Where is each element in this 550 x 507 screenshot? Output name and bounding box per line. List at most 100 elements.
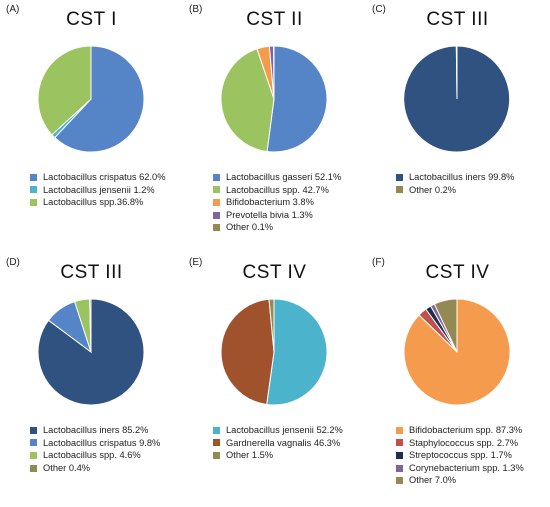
legend-swatch [213,198,220,206]
legend-label: Lactobacillus jensenii 1.2% [43,184,155,195]
legend-swatch [213,451,220,459]
legend-swatch [396,426,403,434]
pie-chart [220,298,328,406]
legend-label: Bifidobacterium spp. 87.3% [409,425,523,435]
legend-swatch [30,451,37,459]
pie-chart [220,45,328,153]
pie-slice-4 [89,298,92,353]
legend-label: Lactobacillus jensenii 52.2% [226,425,343,435]
legend-entry: Gardnerella vagnalis 46.3% [213,437,343,450]
legend-entry: Lactobacillus spp. 42.7% [213,184,341,197]
legend-entry: Other 0.1% [213,221,341,234]
legend: Lactobacillus crispatus 62.0% Lactobacill… [30,171,165,209]
legend-entry: Lactobacillus jensenii 1.2% [30,184,165,197]
legend-swatch [30,198,37,206]
legend-label: Lactobacillus spp.36.8% [43,197,144,208]
pie-slice-1 [54,45,145,153]
legend-label: Lactobacillus crispatus 9.8% [43,437,161,448]
pie-slice-3 [37,45,92,136]
pie-slice-1 [266,45,328,153]
legend-entry: Bifidobacterium 3.8% [213,196,341,209]
panel-d: (D) CST III Lactobacillus iners 85.2% Lac… [0,253,183,506]
legend-entry: Other 0.4% [30,462,160,475]
legend-swatch [30,426,37,434]
legend-entry: Lactobacillus spp.36.8% [30,196,165,209]
legend-swatch [213,186,220,194]
pie-chart [37,45,145,153]
legend-entry: Other 1.5% [213,449,343,462]
legend-label: Bifidobacterium 3.8% [226,197,314,208]
chart-title: CST I [66,9,117,30]
pie-slice-5 [433,298,458,353]
legend-entry: Lactobacillus crispatus 62.0% [30,171,165,184]
legend-entry: Bifidobacterium spp. 87.3% [396,424,524,437]
chart-title: CST III [60,262,123,283]
legend-entry: Prevotella bivia 1.3% [213,209,341,222]
legend-swatch [30,173,37,181]
legend-label: Streptococcus spp. 1.7% [409,450,512,461]
legend-label: Other 0.2% [409,184,457,195]
panel-letter: (C) [372,4,386,15]
legend-swatch [213,173,220,181]
pie-chart [403,45,511,153]
legend-label: Other 0.4% [43,462,91,473]
pie-chart [37,298,145,406]
legend: Lactobacillus iners 99.8% Other 0.2% [396,171,514,196]
legend-label: Lactobacillus iners 99.8% [409,172,515,182]
legend-label: Other 7.0% [409,475,457,486]
legend-label: Staphylococcus spp. 2.7% [409,437,519,448]
pie-chart [403,298,511,406]
legend-swatch [396,173,403,181]
legend: Lactobacillus iners 85.2% Lactobacillus c… [30,424,160,474]
panel-letter: (E) [189,257,203,268]
pie-slice-1 [266,298,328,406]
legend-label: Other 1.5% [226,450,274,461]
legend-entry: Lactobacillus spp. 4.6% [30,449,160,462]
chart-title: CST III [426,9,489,30]
legend-label: Lactobacillus gasseri 52.1% [226,172,342,182]
legend-entry: Lactobacillus crispatus 9.8% [30,437,160,450]
legend-entry: Lactobacillus iners 85.2% [30,424,160,437]
chart-title: CST IV [242,262,307,283]
pie-slice-2 [220,298,275,406]
legend: Lactobacillus jensenii 52.2% Gardnerella … [213,424,343,462]
legend-label: Gardnerella vagnalis 46.3% [226,437,341,448]
legend-swatch [396,451,403,459]
legend: Lactobacillus gasseri 52.1% Lactobacillus… [213,171,341,234]
panel-letter: (B) [189,4,203,15]
legend-entry: Other 0.2% [396,184,514,197]
legend-label: Lactobacillus spp. 42.7% [226,184,329,195]
chart-title: CST IV [425,262,490,283]
panel-letter: (F) [372,257,385,268]
panel-f: (F) CST IV Bifidobacterium spp. 87.3% Sta… [366,253,549,506]
legend-swatch [396,477,403,485]
legend-entry: Lactobacillus jensenii 52.2% [213,424,343,437]
legend: Bifidobacterium spp. 87.3% Staphylococcus… [396,424,524,487]
legend-entry: Corynebacterium spp. 1.3% [396,462,524,475]
legend-entry: Lactobacillus iners 99.8% [396,171,514,184]
legend-swatch [30,439,37,447]
legend-swatch [213,211,220,219]
legend-label: Lactobacillus crispatus 62.0% [43,172,166,182]
legend-label: Corynebacterium spp. 1.3% [409,462,524,473]
panel-c: (C) CST III Lactobacillus iners 99.8% Oth… [366,0,549,253]
legend-swatch [213,426,220,434]
panel-letter: (D) [6,257,20,268]
pie-slice-3 [268,298,275,353]
pie-slice-2 [455,45,458,100]
legend-entry: Lactobacillus gasseri 52.1% [213,171,341,184]
legend-swatch [396,464,403,472]
legend-swatch [396,439,403,447]
pie-slice-2 [220,48,275,153]
legend-swatch [30,186,37,194]
legend-label: Lactobacillus iners 85.2% [43,425,149,435]
legend-entry: Streptococcus spp. 1.7% [396,449,524,462]
panel-b: (B) CST II Lactobacillus gasseri 52.1% La… [183,0,366,253]
panel-letter: (A) [6,4,20,15]
legend-swatch [396,186,403,194]
legend-swatch [213,439,220,447]
legend-swatch [30,464,37,472]
legend-label: Prevotella bivia 1.3% [226,209,313,220]
legend-swatch [213,224,220,232]
panel-a: (A) CST I Lactobacillus crispatus 62.0% L… [0,0,183,253]
